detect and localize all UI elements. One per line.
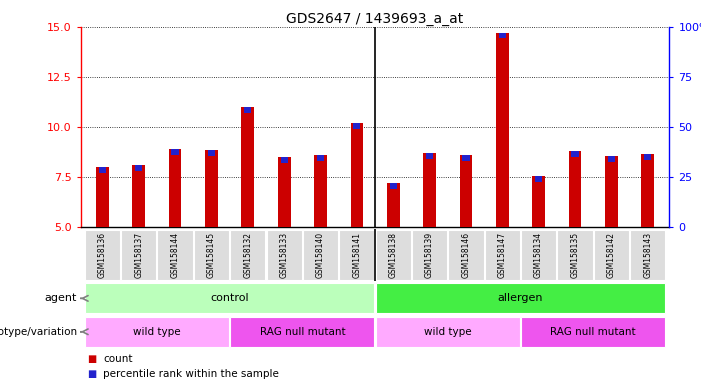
- Text: count: count: [103, 354, 132, 364]
- Text: GSM158141: GSM158141: [353, 232, 361, 278]
- Text: GSM158136: GSM158136: [98, 232, 107, 278]
- Bar: [132, 165, 145, 227]
- Bar: [85, 230, 120, 280]
- Bar: [571, 151, 578, 157]
- Text: GSM158143: GSM158143: [643, 232, 652, 278]
- Text: percentile rank within the sample: percentile rank within the sample: [103, 369, 279, 379]
- Text: GSM158139: GSM158139: [425, 232, 434, 278]
- Bar: [569, 151, 581, 227]
- Bar: [280, 157, 288, 162]
- Bar: [387, 183, 400, 227]
- Bar: [230, 317, 374, 347]
- Text: GSM158135: GSM158135: [571, 232, 580, 278]
- Bar: [426, 153, 433, 159]
- Bar: [121, 230, 156, 280]
- Text: wild type: wild type: [133, 327, 181, 337]
- Bar: [412, 230, 447, 280]
- Text: genotype/variation: genotype/variation: [0, 327, 77, 337]
- Bar: [594, 230, 629, 280]
- Bar: [498, 33, 506, 38]
- Text: GSM158137: GSM158137: [135, 232, 143, 278]
- Text: GSM158147: GSM158147: [498, 232, 507, 278]
- Bar: [423, 153, 436, 227]
- Bar: [532, 176, 545, 227]
- Bar: [241, 107, 254, 227]
- Bar: [521, 317, 665, 347]
- Bar: [557, 230, 592, 280]
- Text: RAG null mutant: RAG null mutant: [550, 327, 636, 337]
- Bar: [207, 150, 215, 156]
- Text: wild type: wild type: [424, 327, 472, 337]
- Text: GSM158138: GSM158138: [389, 232, 397, 278]
- Bar: [96, 167, 109, 227]
- Bar: [99, 167, 106, 172]
- Bar: [521, 230, 556, 280]
- Text: GSM158146: GSM158146: [461, 232, 470, 278]
- Bar: [608, 156, 615, 162]
- Bar: [230, 230, 266, 280]
- Bar: [376, 230, 411, 280]
- Text: GSM158132: GSM158132: [243, 232, 252, 278]
- Bar: [205, 150, 218, 227]
- Bar: [630, 230, 665, 280]
- Text: GSM158134: GSM158134: [534, 232, 543, 278]
- Bar: [462, 155, 470, 161]
- Bar: [266, 230, 302, 280]
- Title: GDS2647 / 1439693_a_at: GDS2647 / 1439693_a_at: [287, 12, 463, 26]
- Bar: [244, 107, 252, 113]
- Text: RAG null mutant: RAG null mutant: [259, 327, 345, 337]
- Bar: [535, 176, 543, 182]
- Text: GSM158142: GSM158142: [607, 232, 615, 278]
- Bar: [390, 183, 397, 189]
- Bar: [169, 149, 182, 227]
- Bar: [353, 123, 360, 129]
- Bar: [314, 155, 327, 227]
- Bar: [605, 156, 618, 227]
- Bar: [350, 123, 363, 227]
- Bar: [448, 230, 484, 280]
- Bar: [376, 317, 520, 347]
- Bar: [644, 154, 651, 159]
- Bar: [339, 230, 374, 280]
- Bar: [460, 155, 472, 227]
- Bar: [85, 283, 374, 313]
- Bar: [278, 157, 290, 227]
- Bar: [496, 33, 509, 227]
- Bar: [135, 165, 142, 170]
- Bar: [484, 230, 520, 280]
- Text: GSM158140: GSM158140: [316, 232, 325, 278]
- Bar: [641, 154, 654, 227]
- Bar: [85, 317, 229, 347]
- Bar: [158, 230, 193, 280]
- Bar: [194, 230, 229, 280]
- Text: GSM158133: GSM158133: [280, 232, 289, 278]
- Text: allergen: allergen: [498, 293, 543, 303]
- Bar: [317, 155, 324, 161]
- Text: ■: ■: [88, 369, 97, 379]
- Text: ■: ■: [88, 354, 97, 364]
- Bar: [376, 283, 665, 313]
- Bar: [303, 230, 338, 280]
- Bar: [172, 149, 179, 154]
- Text: control: control: [210, 293, 249, 303]
- Text: agent: agent: [45, 293, 77, 303]
- Text: GSM158144: GSM158144: [170, 232, 179, 278]
- Text: GSM158145: GSM158145: [207, 232, 216, 278]
